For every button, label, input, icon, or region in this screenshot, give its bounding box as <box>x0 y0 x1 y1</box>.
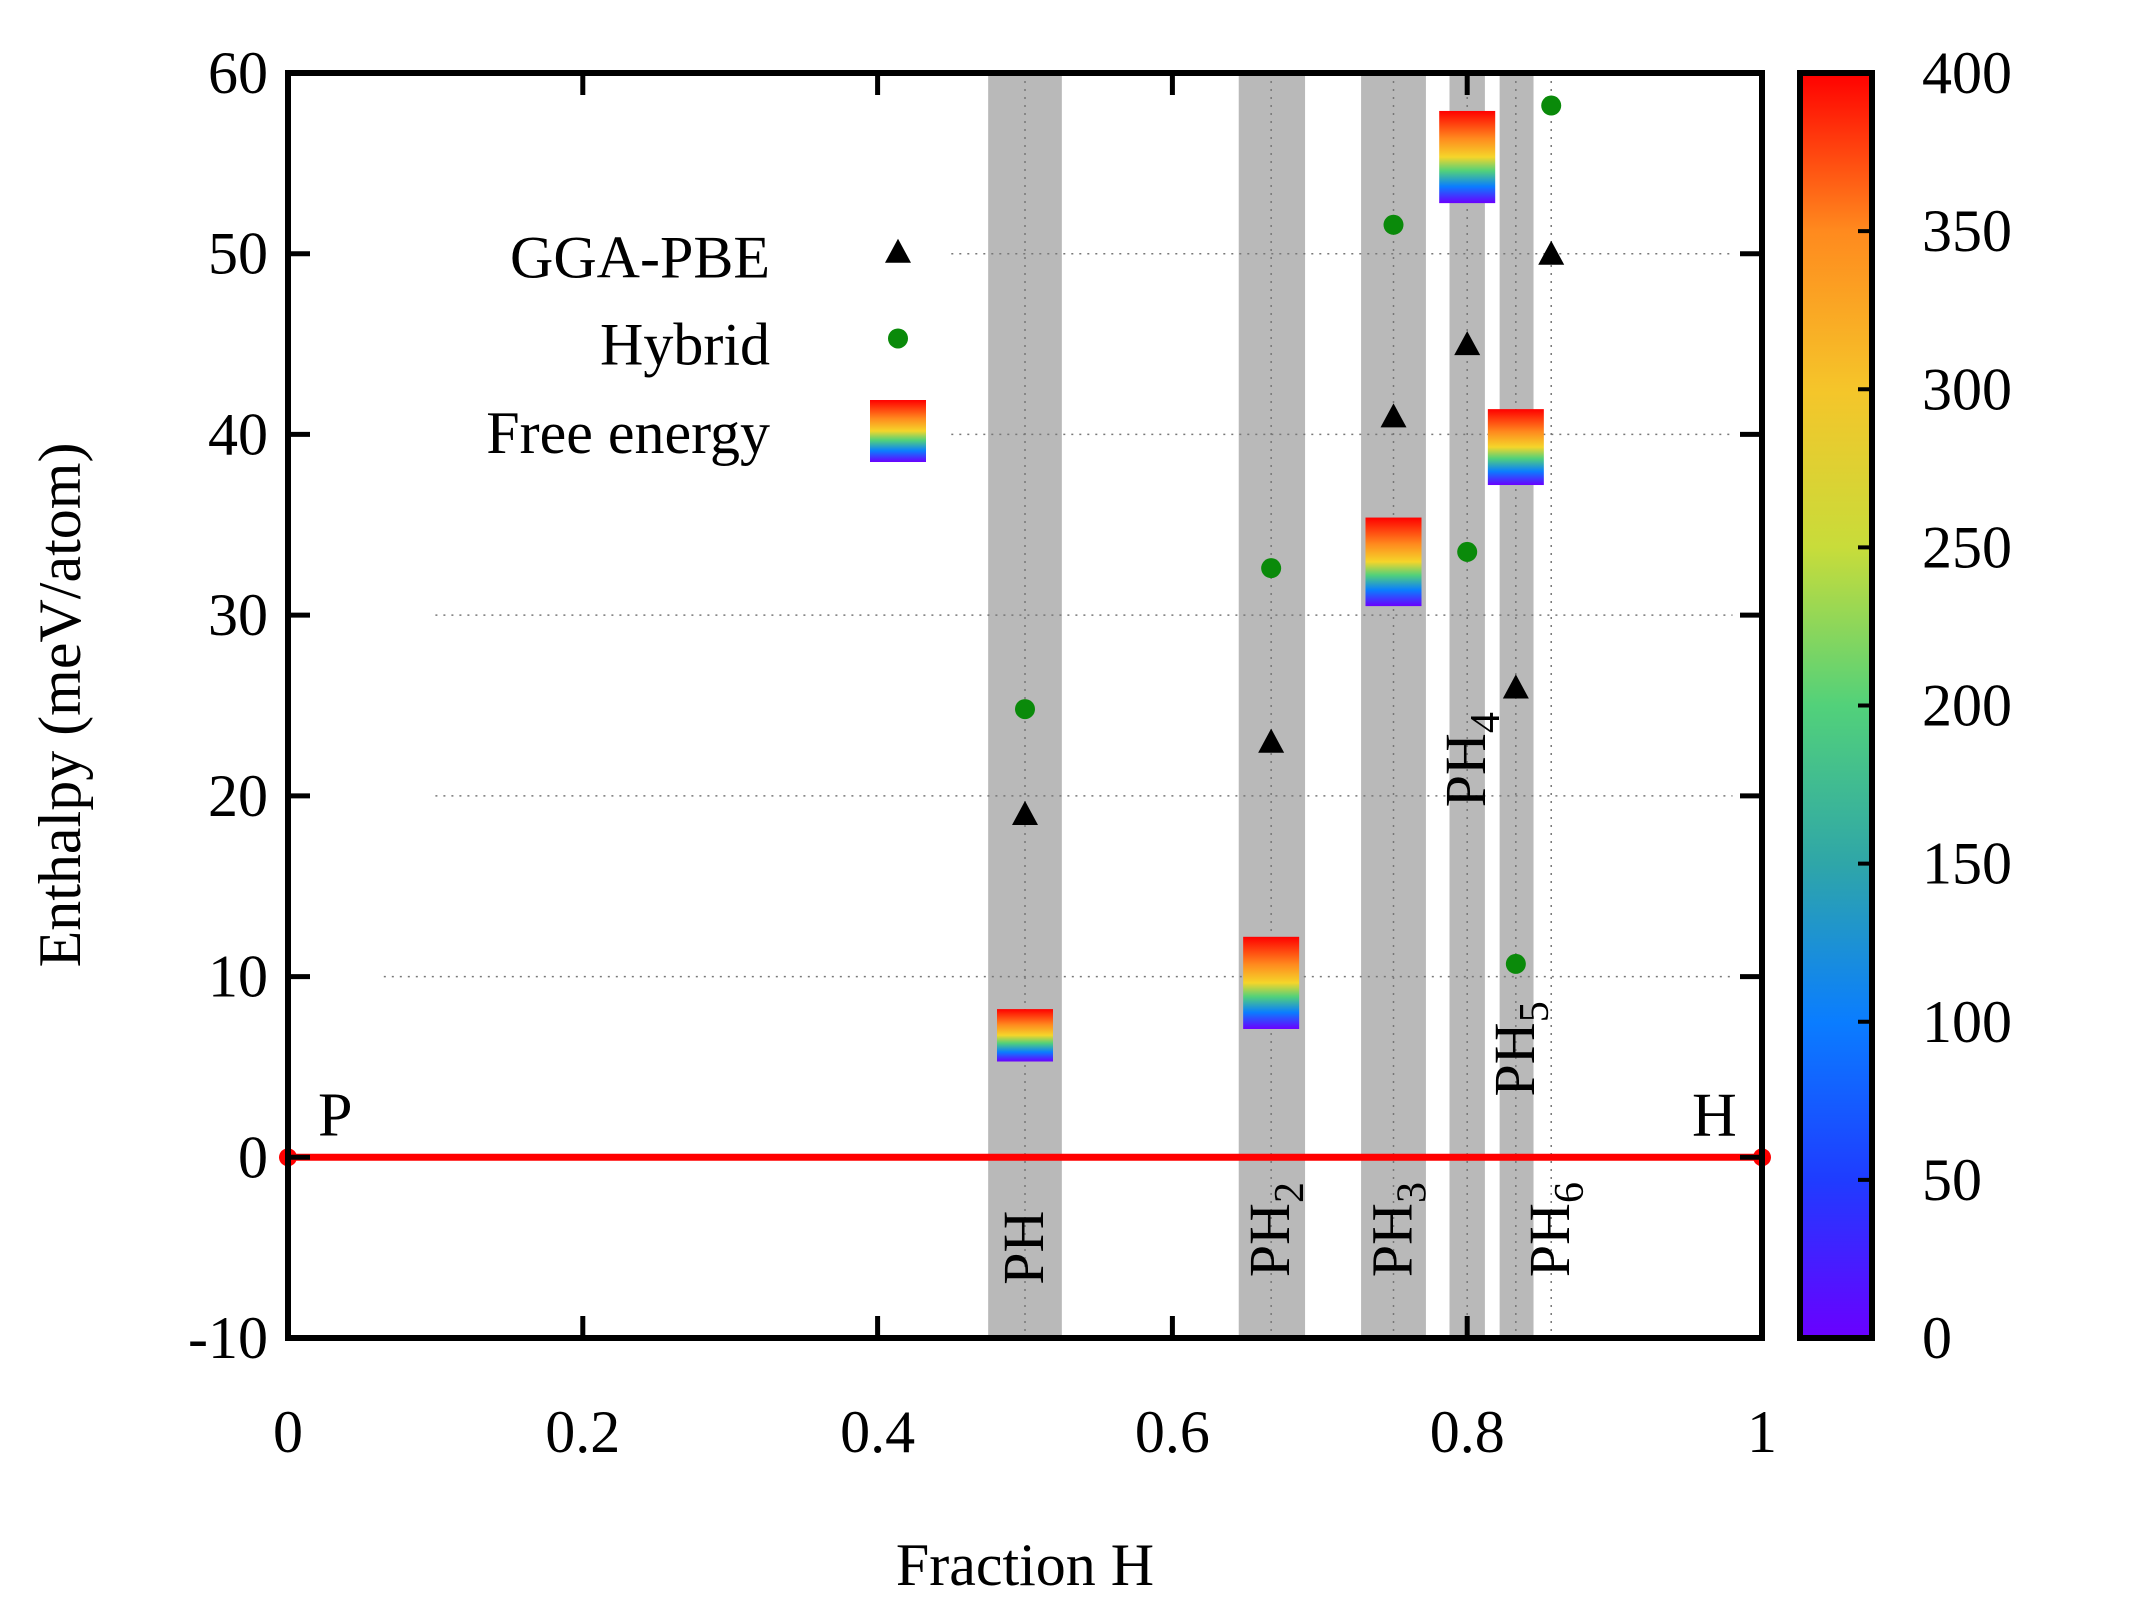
data-marks <box>997 95 1565 1062</box>
y-axis-label: Enthalpy (meV/atom) <box>27 443 93 968</box>
y-tick-label: 10 <box>208 944 268 1010</box>
y-tick-label: 20 <box>208 763 268 829</box>
hybrid-point-0 <box>1015 699 1035 720</box>
colorbar-tick-label: 0 <box>1922 1305 1952 1371</box>
free-energy-box-2 <box>1365 517 1422 607</box>
hybrid-point-3 <box>1457 541 1478 562</box>
legend-label-0: GGA-PBE <box>510 225 770 291</box>
phase-label-ph: PH <box>991 1211 1056 1285</box>
phase-bands <box>988 73 1552 1338</box>
phase-labels: PH PH2 PH3 PH4 PH5 PH6 <box>991 712 1593 1285</box>
x-tick-label: 1 <box>1747 1399 1777 1465</box>
gga-pbe-point-3 <box>1454 331 1481 356</box>
legend: GGA-PBE Hybrid Free energy <box>486 225 926 466</box>
colorbar-tick-label: 400 <box>1922 40 2012 106</box>
hybrid-point-4 <box>1505 953 1526 974</box>
x-tick-label: 0.8 <box>1430 1399 1505 1465</box>
hybrid-point-5 <box>1541 95 1562 116</box>
gridlines <box>383 252 1733 978</box>
x-tick-label: 0 <box>273 1399 303 1465</box>
phase-label-ph6: PH6 <box>1517 1182 1593 1277</box>
y-tick-label: 60 <box>208 40 268 106</box>
y-tick-label: 0 <box>238 1124 268 1190</box>
endpoint-label-h: H <box>1692 1081 1737 1149</box>
x-tick-label: 0.6 <box>1135 1399 1210 1465</box>
legend-label-1: Hybrid <box>600 311 770 377</box>
gga-pbe-point-4 <box>1502 674 1529 699</box>
colorbar-tick-label: 200 <box>1922 673 2012 739</box>
colorbar-tick-label: 350 <box>1922 198 2012 264</box>
legend-gradient-icon <box>870 400 926 463</box>
colorbar-tick-label: 250 <box>1922 514 2012 580</box>
y-tick-label: 40 <box>208 401 268 467</box>
y-tick-label: -10 <box>188 1305 268 1371</box>
phase-label-ph5: PH5 <box>1482 1001 1558 1096</box>
plot-frame <box>285 70 1765 1341</box>
colorbar-tick-label: 300 <box>1922 356 2012 422</box>
free-energy-box-1 <box>1243 936 1300 1029</box>
y-tick-label: 30 <box>208 582 268 648</box>
colorbar-tick-label: 150 <box>1922 831 2012 897</box>
free-energy-box-0 <box>997 1009 1053 1062</box>
hybrid-point-2 <box>1383 214 1404 235</box>
gga-pbe-point-5 <box>1538 240 1565 265</box>
legend-label-2: Free energy <box>486 400 770 466</box>
x-axis-label: Fraction H <box>896 1532 1154 1598</box>
colorbar: 0 50 100 150 200 250 300 350 400 <box>1797 40 2012 1371</box>
colorbar-tick-label: 50 <box>1922 1147 1982 1213</box>
x-tick-label: 0.2 <box>545 1399 620 1465</box>
colorbar-tick-label: 100 <box>1922 989 2012 1055</box>
legend-triangle-icon <box>885 238 911 263</box>
gga-pbe-point-1 <box>1258 728 1285 753</box>
gga-pbe-point-0 <box>1012 800 1038 825</box>
free-energy-box-3 <box>1439 110 1496 204</box>
legend-circle-icon <box>888 328 908 349</box>
y-tick-label: 50 <box>208 221 268 287</box>
endpoint-label-p: P <box>318 1081 352 1149</box>
gga-pbe-point-2 <box>1380 403 1407 428</box>
x-tick-label: 0.4 <box>840 1399 915 1465</box>
free-energy-box-4 <box>1487 409 1544 486</box>
phase-label-ph4: PH4 <box>1433 712 1509 807</box>
hybrid-point-1 <box>1261 558 1282 579</box>
phase-label-ph2: PH2 <box>1237 1182 1313 1277</box>
phase-label-ph3: PH3 <box>1360 1182 1436 1277</box>
